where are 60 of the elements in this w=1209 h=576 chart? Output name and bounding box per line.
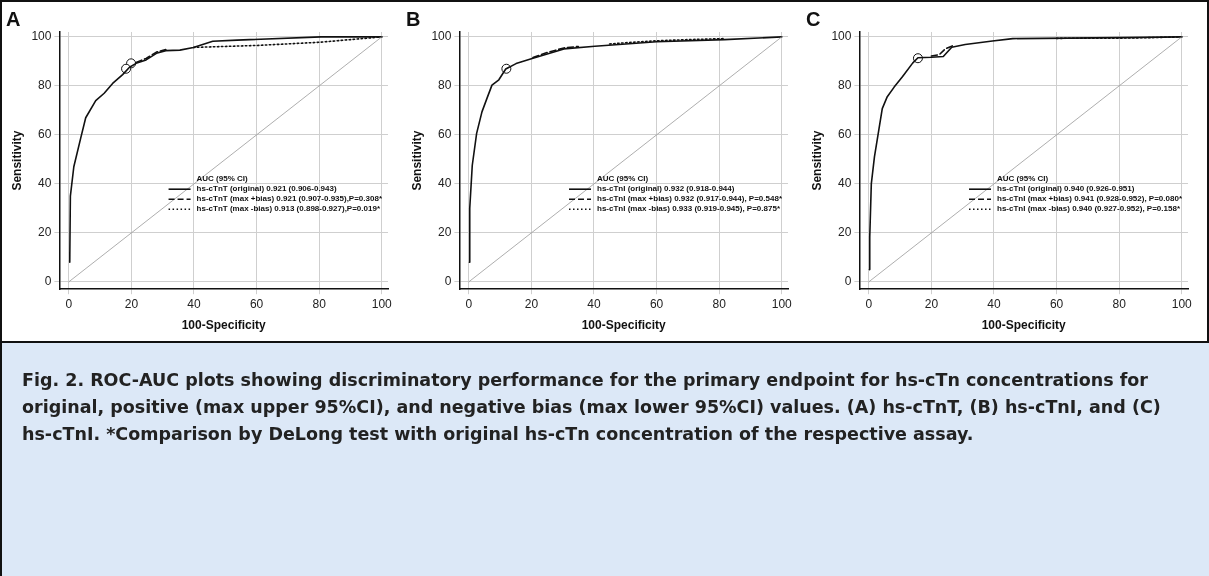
y-tick-label: 20 [38, 225, 52, 240]
y-tick-label: 80 [38, 78, 52, 93]
y-tick-label: 100 [31, 29, 52, 44]
legend-label: hs-cTnT (max -bias) 0.913 (0.898-0.927),P=0.019* [196, 204, 381, 214]
legend-label: hs-cTnT (original) 0.921 (0.906-0.943) [196, 184, 337, 194]
x-tick-label: 0 [65, 296, 73, 311]
y-tick-label: 60 [38, 127, 52, 142]
legend-label: hs-cTnI (max +bias) 0.941 (0.928-0.952), P=0.080* [997, 194, 1183, 204]
y-axis-title: Sensitivity [9, 130, 24, 191]
line-series [532, 45, 580, 59]
legend-label: hs-cTnI (original) 0.940 (0.926-0.951) [997, 184, 1135, 194]
x-tick-label: 0 [465, 296, 473, 311]
legend-title: AUC (95% CI) [196, 174, 249, 184]
x-tick-label: 20 [924, 296, 939, 311]
x-tick-label: 100 [1171, 296, 1193, 311]
x-tick-label: 20 [124, 296, 139, 311]
x-tick-label: 80 [712, 296, 727, 311]
chart-title: A [6, 7, 21, 30]
y-tick-label: 80 [838, 78, 852, 93]
x-axis-title: 100-Specificity [581, 318, 667, 333]
x-tick-label: 100 [771, 296, 793, 311]
caption: Fig. 2. ROC-AUC plots showing discriminatory performance for the primary endpoint for hs-cTn concentrations for original, positive (max upper 95%CI), and negative bias (max lower 95%CI) values. (A) hs-cTnT, (B) hs-cTnI, and (C) hs-cTnI. *Comparison by DeLong test with original hs-cTn concentration of the respective assay. [22, 369, 1162, 446]
legend-label: hs-cTnI (max +bias) 0.932 (0.917-0.944), P=0.548* [597, 194, 783, 204]
x-tick-label: 80 [1112, 296, 1127, 311]
x-tick-label: 60 [649, 296, 664, 311]
x-tick-label: 60 [249, 296, 264, 311]
y-tick-label: 40 [38, 176, 52, 191]
x-tick-label: 20 [524, 296, 539, 311]
x-axis-title: 100-Specificity [181, 318, 267, 333]
y-tick-label: 0 [44, 274, 52, 289]
x-tick-label: 60 [1049, 296, 1064, 311]
y-tick-label: 100 [831, 29, 852, 44]
legend-title: AUC (95% CI) [997, 174, 1049, 184]
legend-label: hs-cTnI (max -bias) 0.940 (0.927-0.952), P=0.158* [997, 204, 1181, 214]
x-tick-label: 40 [187, 296, 201, 311]
y-axis-title: Sensitivity [809, 130, 824, 191]
y-tick-label: 100 [431, 29, 452, 44]
y-axis-title: Sensitivity [409, 130, 424, 191]
y-tick-label: 20 [438, 225, 452, 240]
x-axis-title: 100-Specificity [981, 318, 1067, 333]
y-tick-label: 40 [438, 176, 452, 191]
x-tick-label: 40 [587, 296, 601, 311]
y-tick-label: 80 [438, 78, 452, 93]
x-tick-label: 80 [312, 296, 327, 311]
legend-label: hs-cTnI (max -bias) 0.933 (0.919-0.945), P=0.875* [597, 204, 781, 214]
chart-title: B [406, 7, 421, 30]
x-tick-label: 100 [371, 296, 393, 311]
y-tick-label: 60 [438, 127, 452, 142]
legend-label: hs-cTnI (original) 0.932 (0.918-0.944) [597, 184, 735, 194]
y-tick-label: 40 [838, 176, 852, 191]
y-tick-label: 60 [838, 127, 852, 142]
chart-title: C [806, 7, 821, 30]
y-tick-label: 0 [444, 274, 452, 289]
line-series [930, 44, 955, 57]
x-tick-label: 0 [865, 296, 873, 311]
y-tick-label: 20 [838, 225, 852, 240]
legend-label: hs-cTnT (max +bias) 0.921 (0.907-0.935),P=0.308* [196, 194, 383, 204]
x-tick-label: 40 [987, 296, 1001, 311]
legend-title: AUC (95% CI) [597, 174, 649, 184]
y-tick-label: 0 [844, 274, 852, 289]
